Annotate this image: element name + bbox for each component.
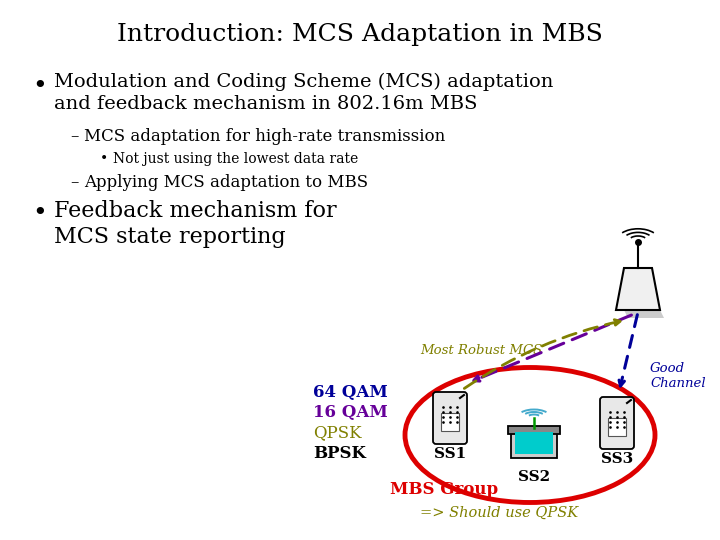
Text: => Should use QPSK: => Should use QPSK (420, 506, 578, 520)
Text: BPSK: BPSK (313, 444, 366, 462)
Text: Most Robust MCS: Most Robust MCS (420, 343, 542, 356)
Text: Applying MCS adaptation to MBS: Applying MCS adaptation to MBS (84, 174, 368, 191)
FancyBboxPatch shape (511, 428, 557, 458)
Text: 64 QAM: 64 QAM (313, 384, 388, 402)
Text: –: – (70, 128, 78, 145)
Polygon shape (616, 268, 660, 310)
Text: MCS adaptation for high-rate transmission: MCS adaptation for high-rate transmissio… (84, 128, 445, 145)
Text: QPSK: QPSK (313, 424, 361, 442)
Text: Feedback mechanism for: Feedback mechanism for (54, 200, 337, 222)
FancyBboxPatch shape (515, 432, 553, 454)
FancyBboxPatch shape (600, 397, 634, 449)
Text: Good
Channel: Good Channel (650, 362, 706, 390)
Text: Not just using the lowest data rate: Not just using the lowest data rate (113, 152, 359, 166)
FancyBboxPatch shape (433, 392, 467, 444)
Text: and feedback mechanism in 802.16m MBS: and feedback mechanism in 802.16m MBS (54, 95, 477, 113)
Text: SS2: SS2 (518, 470, 550, 484)
Text: SS1: SS1 (434, 447, 466, 461)
Text: •: • (100, 152, 108, 166)
FancyBboxPatch shape (608, 418, 626, 436)
Text: •: • (32, 75, 47, 98)
Text: MBS Group: MBS Group (390, 482, 498, 498)
Text: SS3: SS3 (601, 452, 633, 466)
Text: •: • (32, 202, 47, 225)
Text: Modulation and Coding Scheme (MCS) adaptation: Modulation and Coding Scheme (MCS) adapt… (54, 73, 554, 91)
Polygon shape (624, 310, 664, 318)
Text: Introduction: MCS Adaptation in MBS: Introduction: MCS Adaptation in MBS (117, 24, 603, 46)
Text: MCS state reporting: MCS state reporting (54, 226, 286, 248)
Text: –: – (70, 174, 78, 191)
FancyBboxPatch shape (441, 413, 459, 431)
FancyBboxPatch shape (508, 426, 560, 434)
Text: 16 QAM: 16 QAM (313, 404, 388, 422)
